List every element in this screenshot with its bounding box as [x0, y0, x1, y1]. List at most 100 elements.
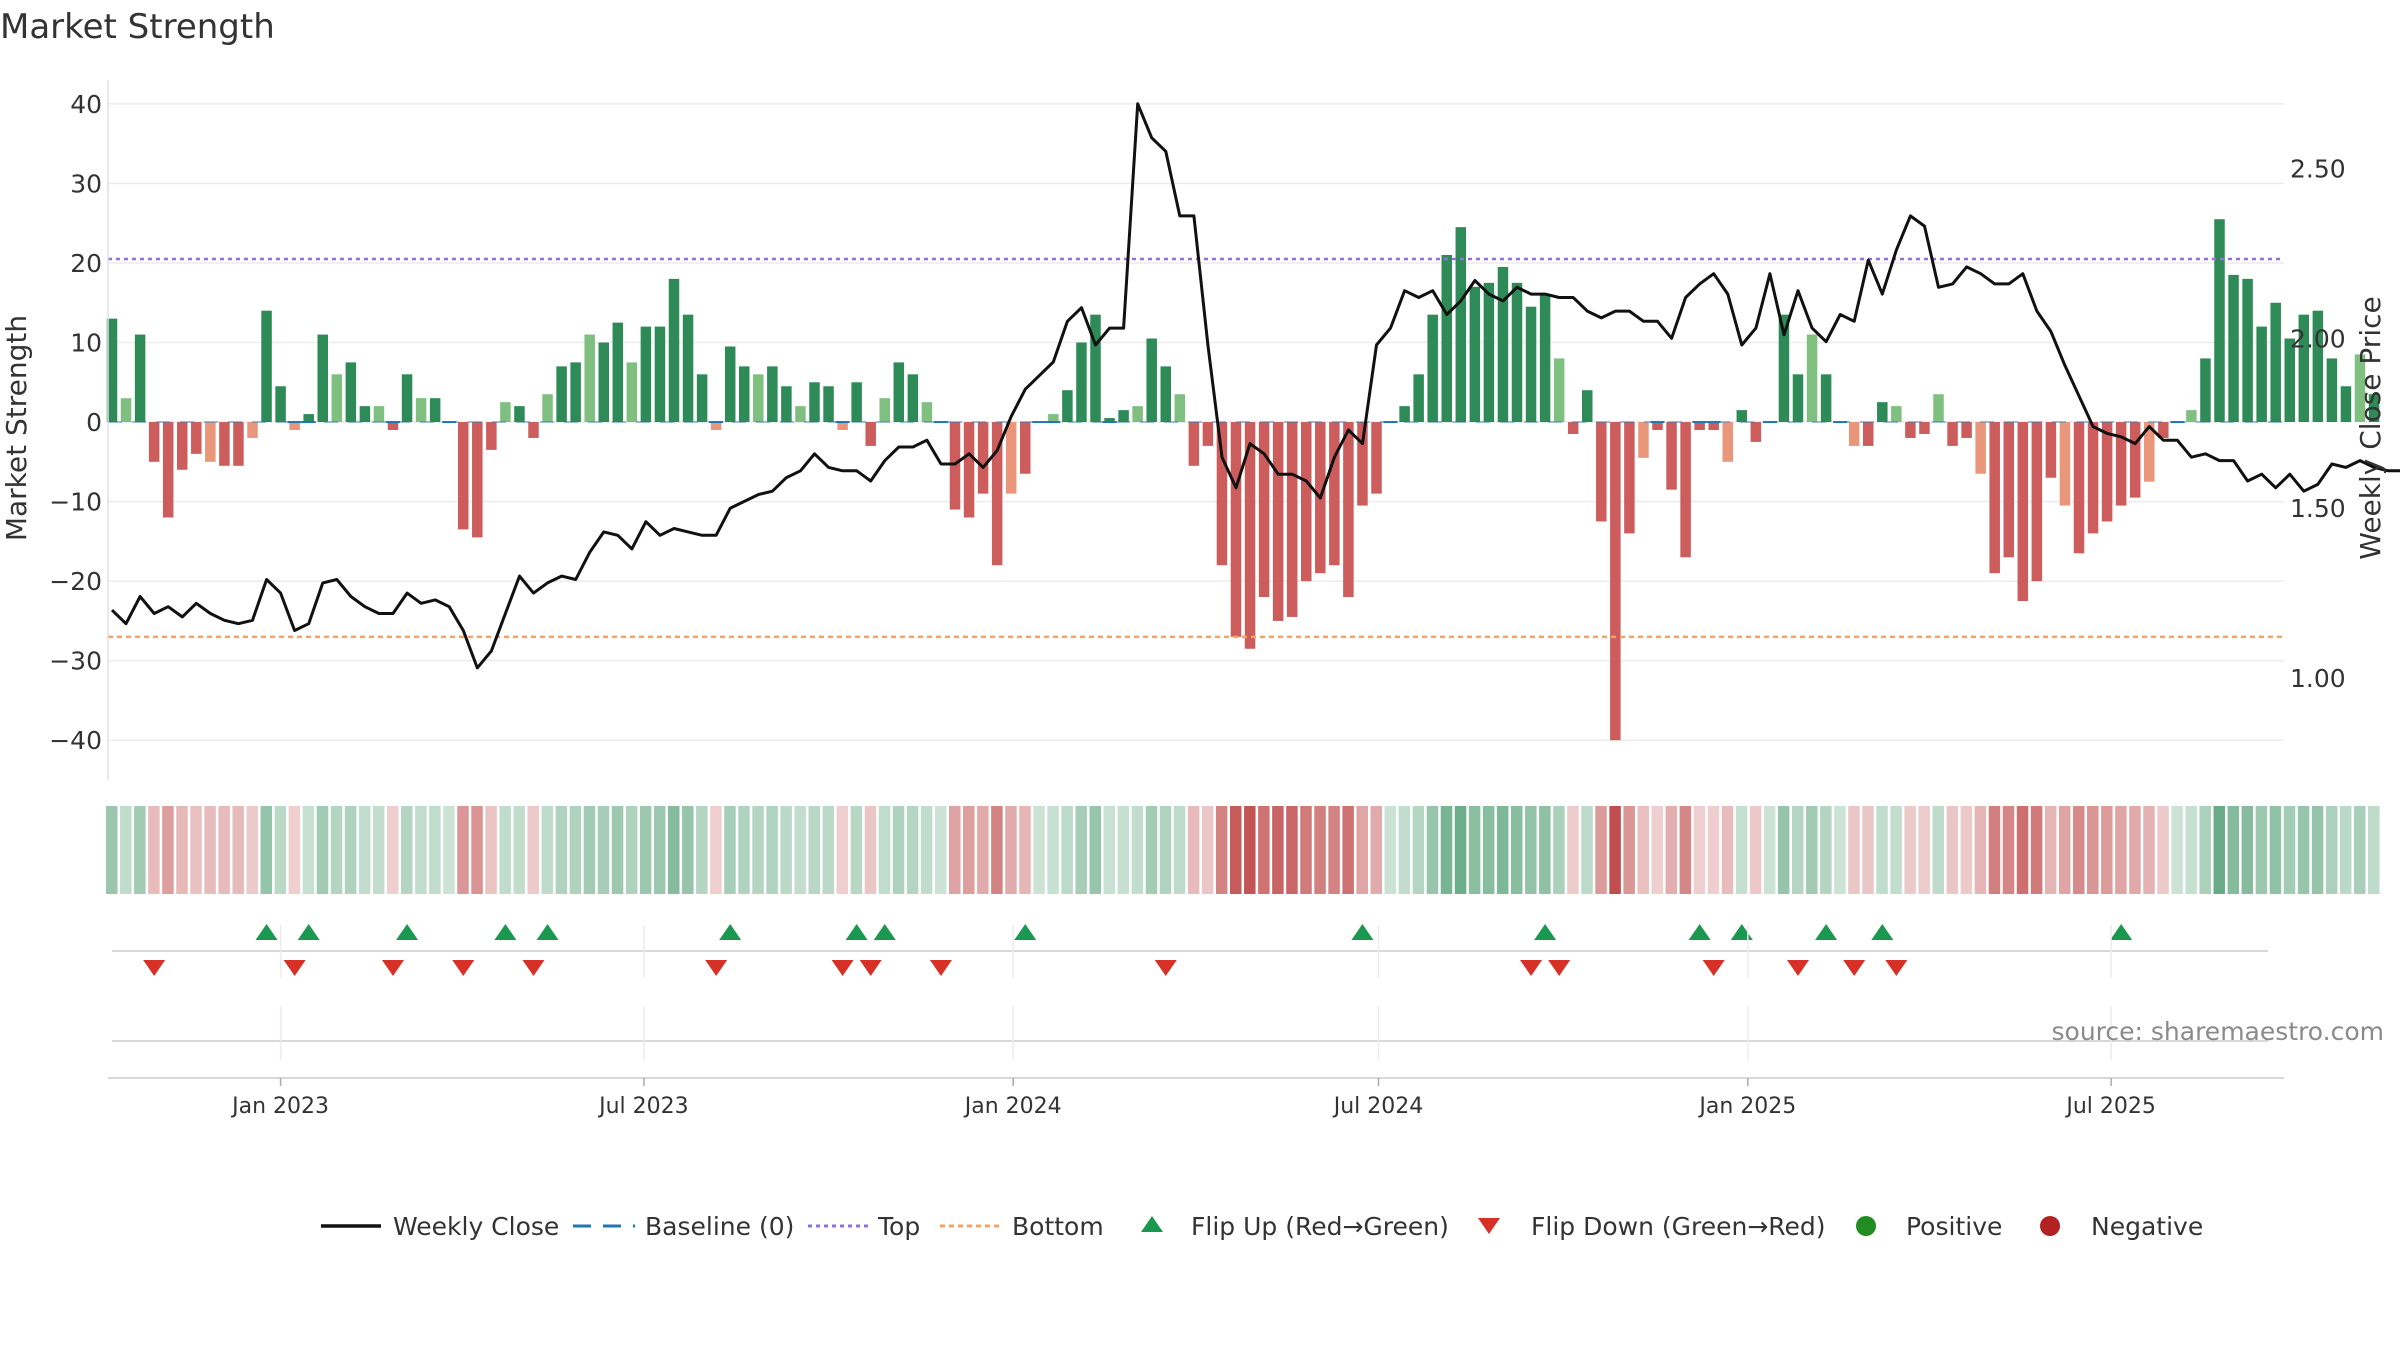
strength-bar	[1792, 374, 1804, 423]
strength-bar	[1244, 422, 1256, 649]
legend-label: Positive	[1906, 1212, 2002, 1241]
strength-bar	[2186, 410, 2197, 423]
strength-bar	[2073, 422, 2085, 554]
regime-cell	[991, 806, 1003, 894]
flip-down-marker	[859, 960, 882, 976]
regime-cell	[1384, 806, 1397, 894]
axes: 40 30 20 10 0 −10 −20 −30 −40 2.50 2.00 1.50 1.00	[49, 80, 2346, 780]
regime-cell	[752, 806, 764, 894]
strength-bar	[148, 422, 160, 462]
strength-bar	[739, 366, 750, 423]
strength-bar	[261, 310, 272, 423]
strength-bar	[1708, 422, 1719, 430]
strength-bar	[1961, 422, 1972, 438]
legend-label: Weekly Close	[393, 1212, 559, 1241]
regime-cell	[274, 806, 287, 894]
x-tick-label: Jan 2025	[1697, 1094, 1796, 1119]
flip-down-marker	[1702, 960, 1725, 976]
regime-cell	[1567, 806, 1579, 894]
x-tick-label: Jan 2023	[230, 1094, 329, 1119]
strength-bar	[1188, 422, 1200, 466]
regime-cell	[1300, 806, 1312, 894]
regime-cell	[1511, 806, 1523, 894]
regime-cell	[1201, 806, 1214, 894]
strength-bar	[106, 318, 118, 423]
strength-bar	[233, 422, 244, 466]
strength-bar	[401, 374, 413, 423]
strength-bar	[1301, 422, 1312, 582]
strength-bar	[1371, 422, 1382, 494]
flip-down-marker	[1885, 960, 1908, 976]
strength-bar	[1357, 422, 1368, 506]
regime-cell	[1033, 806, 1045, 894]
regime-cell	[527, 806, 539, 894]
regime-cell	[1777, 806, 1790, 894]
flip-down-marker	[382, 960, 404, 976]
regime-cell	[1834, 806, 1846, 894]
y-left-tick-label: 20	[70, 249, 102, 278]
y-left-tick-label: 30	[70, 169, 102, 198]
regime-cell	[2325, 806, 2338, 894]
regime-cell	[2227, 806, 2240, 894]
regime-cell	[2171, 806, 2183, 894]
regime-cell	[2339, 806, 2352, 894]
strength-bar	[1469, 286, 1481, 423]
regime-cell	[401, 806, 413, 894]
regime-cell	[1890, 806, 1902, 894]
regime-cell	[977, 806, 989, 894]
strength-bar	[696, 374, 708, 423]
regime-cell	[1735, 806, 1748, 894]
strength-bar	[724, 346, 736, 423]
strength-bar	[191, 422, 202, 454]
regime-cell	[1581, 806, 1593, 894]
y-right-tick-label: 1.00	[2290, 664, 2346, 693]
regime-cell	[330, 806, 343, 894]
strength-bar	[2312, 310, 2324, 423]
y-right-tick-label: 2.50	[2290, 154, 2346, 183]
strength-bar	[486, 422, 497, 450]
regime-cell	[372, 806, 385, 894]
regime-cell	[1314, 806, 1326, 894]
regime-cell	[387, 806, 399, 894]
strength-bar	[2326, 358, 2338, 423]
regime-cell	[1707, 806, 1720, 894]
regime-cell	[1721, 806, 1734, 894]
regime-cell	[1496, 806, 1509, 894]
regime-cell	[471, 806, 483, 894]
strength-bar	[2045, 422, 2057, 478]
strength-bar	[387, 422, 399, 430]
strength-bar	[2354, 354, 2366, 423]
strength-bar	[2003, 422, 2014, 558]
strength-bar	[2059, 422, 2071, 506]
regime-cell	[1749, 806, 1762, 894]
strength-bar	[1989, 422, 2000, 574]
strength-bar	[1076, 342, 1087, 423]
regime-cell	[2030, 806, 2043, 894]
regime-cell	[1187, 806, 1200, 894]
regime-cell	[2044, 806, 2057, 894]
strength-bar	[134, 334, 146, 423]
legend: Weekly Close Baseline (0) Top Bottom Flip Up…	[321, 1212, 2203, 1241]
strength-bar	[1090, 314, 1101, 423]
strength-bar	[514, 406, 525, 423]
regime-cell	[668, 806, 680, 894]
strength-bar	[654, 326, 666, 423]
strength-bar	[1694, 422, 1705, 430]
strength-bar	[1539, 294, 1551, 423]
strength-bar	[1399, 406, 1410, 423]
regime-cell	[864, 806, 877, 894]
strength-bar	[963, 422, 975, 518]
regime-cell	[1651, 806, 1663, 894]
strength-bar	[1483, 282, 1495, 423]
regime-cell	[892, 806, 905, 894]
regime-cell	[204, 806, 216, 894]
regime-cell	[1848, 806, 1860, 894]
flip-down-marker	[831, 960, 854, 976]
strength-bar	[1511, 282, 1523, 423]
strength-bar	[1722, 422, 1733, 462]
regime-cell	[2101, 806, 2113, 894]
strength-bar	[542, 394, 553, 423]
regime-cell	[583, 806, 596, 894]
